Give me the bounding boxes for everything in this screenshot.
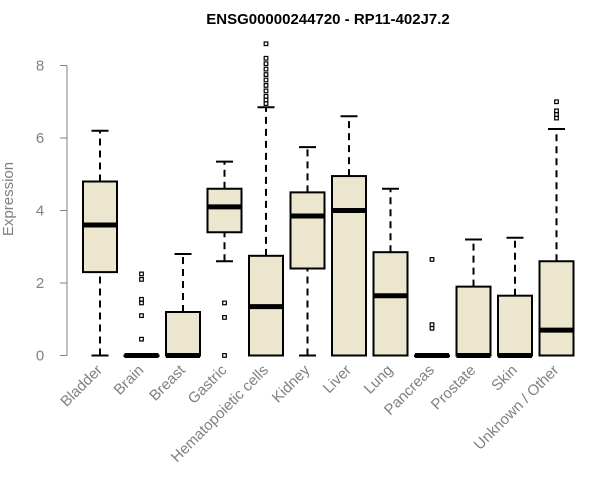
box-iqr	[372, 251, 409, 357]
outlier-point	[554, 108, 559, 114]
outlier-point	[139, 296, 144, 302]
x-label-lung: Lung	[361, 362, 397, 398]
x-label-prostate: Prostate	[428, 362, 480, 414]
outlier-point	[263, 77, 269, 83]
box-iqr	[455, 285, 492, 357]
box-breast	[165, 253, 201, 358]
outlier-point	[429, 322, 435, 328]
box-prostate	[455, 238, 492, 358]
box-pancreas	[414, 257, 450, 358]
box-iqr	[165, 311, 201, 357]
box-iqr	[206, 187, 243, 234]
outlier-point	[263, 88, 269, 94]
box-gastric	[206, 160, 243, 358]
outlier-point	[222, 353, 227, 358]
outlier-point	[263, 83, 269, 88]
outlier-point	[263, 72, 269, 77]
x-label-brain: Brain	[111, 362, 148, 399]
box-kidney	[289, 146, 326, 357]
box-iqr	[331, 175, 367, 357]
box-iqr	[289, 191, 326, 270]
y-tick-label-0: 0	[36, 348, 44, 365]
outlier-point	[263, 66, 269, 72]
x-label-bladder: Bladder	[57, 362, 106, 411]
box-iqr	[497, 294, 533, 357]
outlier-point	[222, 300, 227, 306]
box-skin	[497, 236, 533, 358]
box-unknown-other	[538, 99, 575, 357]
y-tick-label-8: 8	[36, 58, 44, 75]
outlier-point	[263, 55, 269, 61]
box-bladder	[82, 129, 118, 357]
y-axis: 0 2 4 6 8	[36, 58, 68, 365]
outlier-point	[139, 313, 144, 319]
outlier-point	[139, 271, 144, 277]
outlier-point	[263, 61, 269, 67]
outlier-point	[222, 315, 227, 320]
chart-title: ENSG00000244720 - RP11-402J7.2	[206, 11, 450, 28]
x-label-skin: Skin	[488, 362, 521, 395]
box-iqr	[538, 260, 575, 357]
x-label-breast: Breast	[146, 361, 189, 404]
box-hematopoietic-cells	[248, 41, 284, 357]
y-tick-label-6: 6	[36, 130, 44, 147]
box-brain	[123, 271, 160, 358]
outlier-point	[554, 99, 559, 105]
outlier-point	[263, 41, 269, 47]
outlier-point	[139, 336, 144, 342]
x-label-liver: Liver	[320, 362, 355, 397]
boxes	[82, 41, 575, 358]
outlier-point	[429, 257, 435, 262]
box-lung	[372, 187, 409, 357]
y-axis-label: Expression	[0, 162, 17, 236]
outlier-point	[139, 276, 144, 282]
box-liver	[331, 115, 367, 357]
y-tick-label-2: 2	[36, 275, 44, 292]
y-tick-label-4: 4	[36, 203, 44, 220]
outlier-point	[263, 93, 269, 99]
x-label-kidney: Kidney	[269, 361, 314, 406]
